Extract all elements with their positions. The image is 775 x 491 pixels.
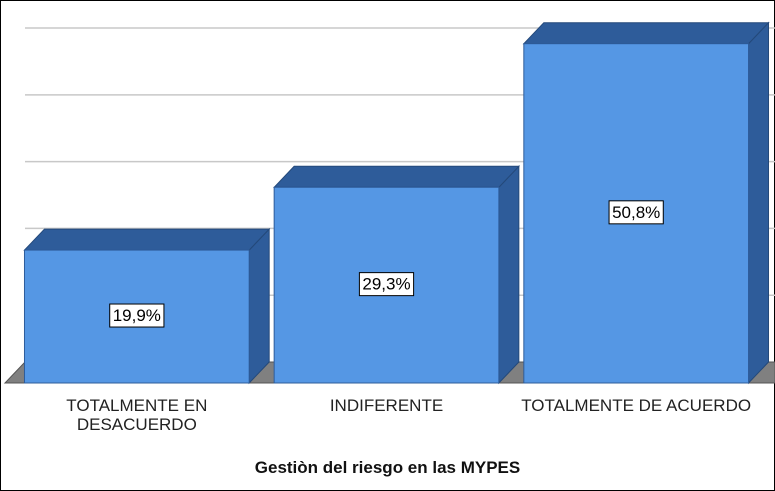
bar-side — [748, 21, 770, 385]
bar-top — [23, 228, 271, 251]
x-tick-label: TOTALMENTE EN DESACUERDO — [66, 396, 208, 434]
data-label: 50,8% — [612, 203, 660, 222]
bar-top — [522, 22, 770, 45]
bar-top — [272, 165, 521, 188]
bar — [523, 43, 750, 384]
x-tick-label: INDIFERENTE — [329, 396, 444, 415]
x-tick-label: TOTALMENTE DE ACUERDO — [521, 396, 752, 415]
data-label: 29,3% — [362, 275, 410, 294]
data-label: 19,9% — [113, 306, 161, 325]
data-label-box — [109, 303, 165, 328]
bar-side — [498, 165, 520, 385]
x-axis-label: Gestiòn del riesgo en las MYPES — [254, 458, 521, 477]
bar-side — [248, 227, 270, 385]
data-label-box — [358, 272, 415, 297]
data-label-box — [608, 200, 664, 225]
